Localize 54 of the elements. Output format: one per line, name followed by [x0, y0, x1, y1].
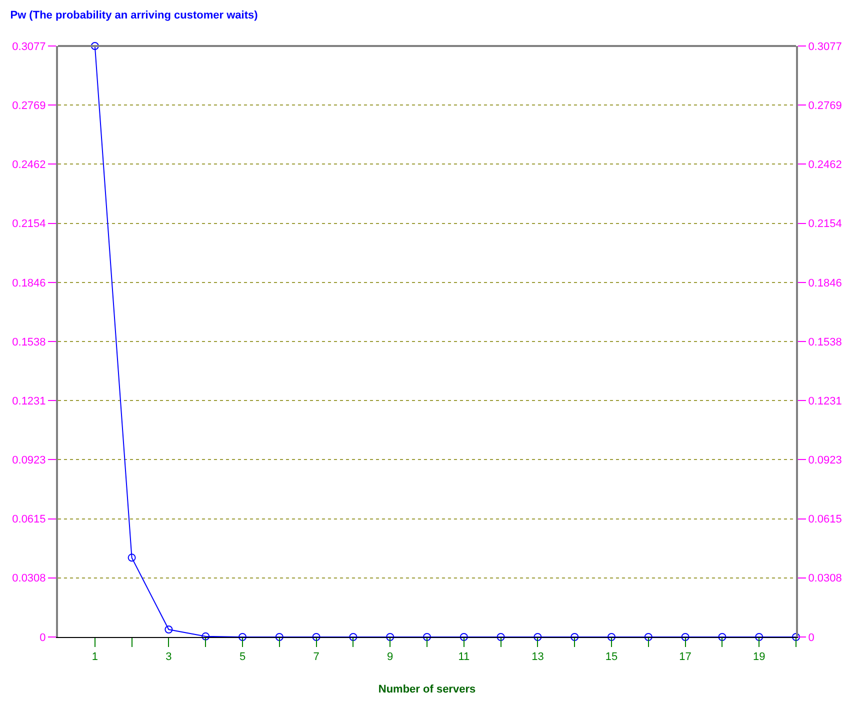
y-tick-label: 0.0308: [12, 572, 46, 585]
point: [386, 633, 394, 641]
y2-tick-label: 0.1231: [808, 395, 842, 408]
point: [496, 633, 505, 641]
x-tick-label: 17: [679, 651, 692, 664]
x-tick-label: 3: [166, 651, 172, 664]
point: [238, 633, 246, 641]
x-tick-label: 7: [313, 651, 320, 664]
x-tick-label: 11: [458, 651, 470, 664]
x-tick-label: 15: [605, 651, 618, 664]
point: [128, 554, 136, 562]
y2-tick-label: 0: [808, 632, 814, 644]
chart-title: Pw (The probability an arriving customer waits): [10, 9, 258, 22]
x-tick-label: 1: [92, 651, 98, 664]
point: [90, 42, 99, 50]
y-tick-label: 0.1846: [12, 277, 46, 290]
point: [534, 633, 542, 641]
point: [681, 633, 690, 641]
y-tick-label: 0.1538: [12, 336, 46, 348]
y-tick-label: 0.1231: [12, 395, 46, 408]
x-tick-label: 13: [532, 651, 544, 664]
point: [275, 633, 284, 641]
point: [608, 633, 616, 641]
point: [570, 633, 579, 641]
y-tick-label: 0.2769: [12, 100, 46, 112]
y-tick-label: 0.0923: [12, 454, 46, 467]
y2-tick-label: 0.1538: [808, 336, 842, 348]
point: [792, 633, 800, 641]
y2-tick-label: 0.1846: [808, 277, 842, 290]
x-tick-label: 5: [239, 651, 246, 664]
y2-tick-label: 0.0308: [808, 572, 842, 585]
point: [312, 633, 320, 641]
y-tick-label: 0.0615: [12, 514, 46, 526]
y2-tick-label: 0.2154: [808, 218, 842, 230]
y-tick-label: 0.3077: [12, 40, 46, 53]
y2-tick-label: 0.2769: [808, 100, 842, 112]
point: [164, 626, 173, 634]
point: [202, 632, 210, 640]
y2-tick-label: 0.0923: [808, 454, 842, 467]
y-tick-label: 0: [40, 632, 46, 644]
y2-tick-label: 0.0615: [808, 514, 842, 526]
point: [460, 633, 468, 641]
point: [349, 633, 358, 641]
x-axis-title: Number of servers: [378, 683, 476, 696]
y2-tick-label: 0.2462: [808, 158, 842, 171]
x-tick-label: 19: [752, 651, 766, 664]
y2-tick-label: 0.3077: [808, 40, 842, 53]
x-tick-label: 9: [387, 651, 394, 664]
point: [423, 633, 431, 641]
point: [644, 633, 652, 641]
point: [755, 633, 764, 641]
y-tick-label: 0.2462: [12, 158, 46, 171]
y-tick-label: 0.2154: [12, 218, 46, 230]
point: [718, 633, 726, 641]
